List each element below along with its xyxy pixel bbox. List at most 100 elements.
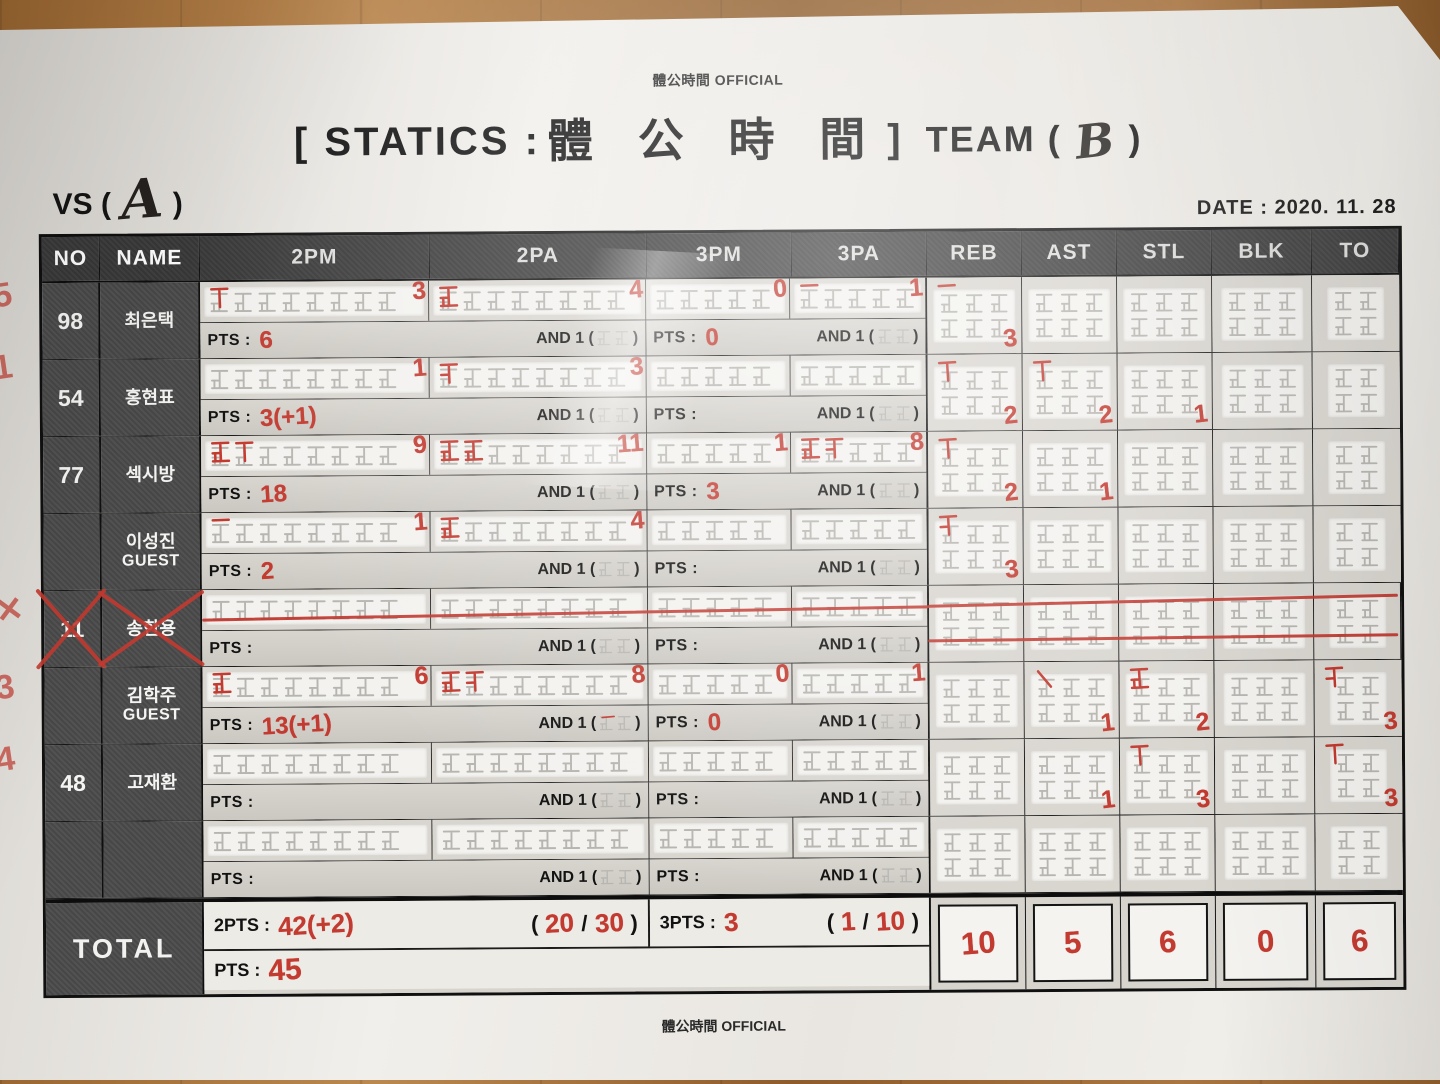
pts-row: PTS : AND 1 () PTS : AND 1 () [202, 626, 928, 667]
total-3pts-made: 1 [840, 905, 857, 937]
tally-glyph [993, 678, 1010, 697]
tally-strip [434, 515, 643, 547]
tally-glyph [704, 366, 723, 386]
tally-glyph [598, 408, 612, 423]
and1-close: ) [634, 636, 641, 655]
tally-glyph [1039, 857, 1056, 876]
player-name: 홍현표 [100, 359, 202, 436]
tally-line [1336, 776, 1381, 798]
player-row: 48 고재환 PTS : AND 1 () PTS : AND 1 () 1 3 3 [44, 736, 1403, 823]
tally-glyph [878, 329, 891, 344]
pts-label: PTS : [653, 405, 698, 423]
tally-glyph [1230, 677, 1248, 696]
team-value-handwritten: B [1072, 111, 1118, 170]
tally-glyph [941, 370, 958, 390]
tally-box [1327, 286, 1385, 340]
pts-value: 0 [704, 323, 720, 351]
tally-glyph [1279, 547, 1297, 567]
total-stl-value: 6 [1158, 923, 1179, 960]
tally-glyph [657, 520, 676, 540]
tally-line [1334, 443, 1379, 465]
tally-glyph [681, 443, 699, 463]
tally-glyph [851, 673, 869, 693]
tally-glyph [1362, 701, 1380, 720]
cell-ast [1023, 584, 1120, 662]
tally-glyph [259, 446, 277, 466]
cell-3pm [646, 355, 792, 397]
red-count: 3 [1382, 706, 1400, 736]
cell-3pm [647, 509, 793, 551]
tally-glyph [968, 780, 986, 800]
tally-glyph [601, 870, 614, 885]
tally-glyph [731, 828, 749, 848]
tally-glyph [357, 753, 375, 773]
tally-glyph [1089, 856, 1106, 876]
tally-glyph [1334, 291, 1352, 310]
tally-glyph [754, 597, 772, 617]
tally-glyph [1063, 678, 1080, 697]
cell-2pm: 1 [201, 507, 432, 554]
tally-glyph [752, 289, 770, 309]
tally-glyph [562, 752, 581, 772]
tally-glyph [1131, 446, 1149, 466]
tally-glyph [801, 442, 820, 463]
player-number: 11 [43, 590, 103, 668]
tally-line [939, 317, 1009, 339]
cell-2pm [201, 588, 432, 631]
tally-line [941, 548, 1011, 570]
pts-label: PTS : [654, 482, 698, 500]
tally-glyph [355, 445, 373, 465]
cell-to: 3 [1314, 736, 1403, 814]
and1-close: ) [913, 404, 919, 422]
tally-glyph [1132, 523, 1149, 543]
tally-glyph [586, 752, 605, 772]
red-count: 1 [1192, 399, 1210, 429]
tally-line [1229, 598, 1299, 620]
tally-line [1229, 700, 1299, 722]
tally-glyph [538, 752, 557, 772]
tally-glyph [1061, 447, 1079, 466]
tally-glyph [618, 716, 632, 731]
tally-glyph [898, 637, 911, 652]
tally-glyph [1229, 523, 1247, 542]
tally-glyph [898, 519, 916, 539]
tally-line [1335, 545, 1380, 567]
tally-line [1335, 597, 1380, 619]
tally-glyph [966, 447, 984, 467]
tally-glyph [587, 829, 605, 849]
tally-glyph [656, 366, 675, 386]
tally-glyph [826, 519, 844, 539]
cell-2pa: 4 [430, 506, 648, 552]
tally-glyph [825, 365, 843, 385]
cell-3pm [648, 740, 794, 782]
total-2pts-fraction: ( 20 / 30 ) [531, 907, 638, 940]
pts-block: PTS : 18 AND 1 () [201, 474, 648, 513]
total-ast-value: 5 [1063, 924, 1084, 961]
col-header-2pm: 2PM [199, 234, 431, 281]
tally-strip [434, 438, 642, 470]
tally-glyph [354, 368, 373, 388]
tally-glyph [464, 367, 482, 388]
tally-glyph [1255, 701, 1273, 721]
tally-glyph [536, 367, 554, 387]
tally-glyph [560, 367, 578, 387]
tally-box [1222, 594, 1305, 649]
total-to-value: 6 [1349, 922, 1370, 959]
tally-glyph [1279, 393, 1296, 413]
tally-glyph [467, 829, 485, 850]
tally-glyph [1363, 830, 1380, 849]
tally-glyph [1086, 317, 1103, 337]
tally-glyph [993, 780, 1011, 799]
tally-glyph [729, 520, 748, 540]
tally-glyph [1036, 395, 1054, 414]
tally-glyph [1229, 394, 1246, 413]
and1-label: AND 1 ( [536, 406, 595, 424]
tally-glyph [378, 368, 397, 388]
stats-table: NO NAME 2PM 2PA 3PM 3PA REB AST STL BLK TO 98 최은택 3 4… [35, 225, 1407, 999]
cell-blk [1214, 660, 1315, 737]
tally-glyph [1183, 702, 1201, 721]
pts-label: PTS : [209, 639, 253, 657]
shooting-block: 1 3 PTS :3(+1) AND 1 () PTS : AND 1 () [200, 352, 928, 436]
tally-glyph [583, 290, 602, 310]
tally-strip [797, 821, 925, 853]
